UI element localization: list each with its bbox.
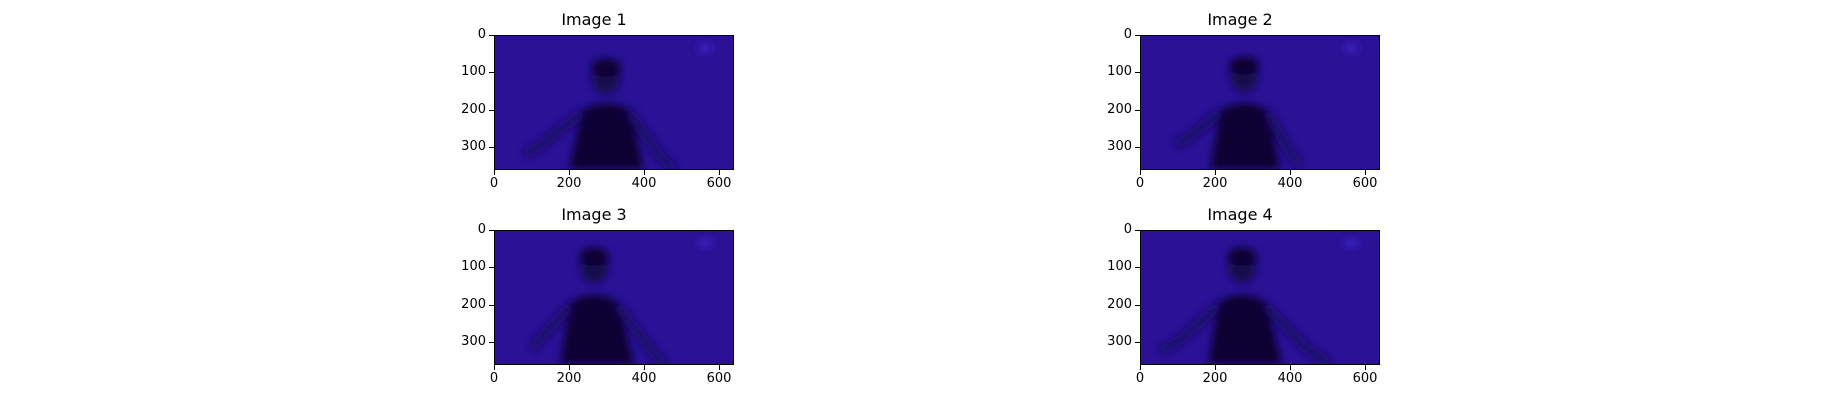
blurred-figure-image	[495, 36, 733, 169]
x-tick-label: 600	[1352, 176, 1378, 191]
image-panel-4: Image 4 0 100 200 300 0 200 400 600	[1100, 205, 1380, 395]
x-tick-label: 0	[489, 176, 499, 191]
x-tick-label: 600	[706, 371, 732, 386]
x-tick-label: 400	[631, 176, 657, 191]
x-tick-label: 600	[1352, 371, 1378, 386]
x-tick-label: 200	[1202, 176, 1228, 191]
panel-title: Image 2	[1207, 10, 1273, 29]
y-tick-label: 100	[1107, 64, 1132, 79]
y-tick-label: 100	[1107, 259, 1132, 274]
blurred-figure-image	[495, 231, 733, 364]
image-area	[494, 35, 734, 170]
image-panel-2: Image 2 0 100 200 300 0 200 400 600	[1100, 10, 1380, 200]
panel-title: Image 1	[561, 10, 627, 29]
y-tick-label: 300	[1107, 139, 1132, 154]
y-tick-label: 300	[461, 334, 486, 349]
panel-title: Image 3	[561, 205, 627, 224]
x-tick-label: 600	[706, 176, 732, 191]
image-area	[494, 230, 734, 365]
blurred-figure-image	[1141, 36, 1379, 169]
y-tick-label: 200	[461, 297, 486, 312]
image-panel-1: Image 1 0 100 200 300 0 200 400 600	[454, 10, 734, 200]
y-tick-label: 0	[1123, 222, 1132, 237]
x-tick-label: 0	[489, 371, 499, 386]
y-tick-label: 100	[461, 259, 486, 274]
y-tick-label: 200	[1107, 102, 1132, 117]
x-tick-label: 200	[556, 371, 582, 386]
y-tick-label: 300	[461, 139, 486, 154]
x-tick-label: 200	[1202, 371, 1228, 386]
y-tick-label: 0	[477, 222, 486, 237]
image-area	[1140, 230, 1380, 365]
y-tick-label: 200	[1107, 297, 1132, 312]
x-tick-label: 400	[1277, 176, 1303, 191]
x-tick-label: 400	[1277, 371, 1303, 386]
image-panel-3: Image 3 0 100 200 300 0 200 400 600	[454, 205, 734, 395]
y-tick-label: 200	[461, 102, 486, 117]
x-tick-label: 400	[631, 371, 657, 386]
panel-title: Image 4	[1207, 205, 1273, 224]
y-tick-label: 100	[461, 64, 486, 79]
image-area	[1140, 35, 1380, 170]
x-tick-label: 0	[1135, 371, 1145, 386]
y-tick-label: 300	[1107, 334, 1132, 349]
x-tick-label: 200	[556, 176, 582, 191]
x-tick-label: 0	[1135, 176, 1145, 191]
blurred-figure-image	[1141, 231, 1379, 364]
y-tick-label: 0	[1123, 27, 1132, 42]
y-tick-label: 0	[477, 27, 486, 42]
